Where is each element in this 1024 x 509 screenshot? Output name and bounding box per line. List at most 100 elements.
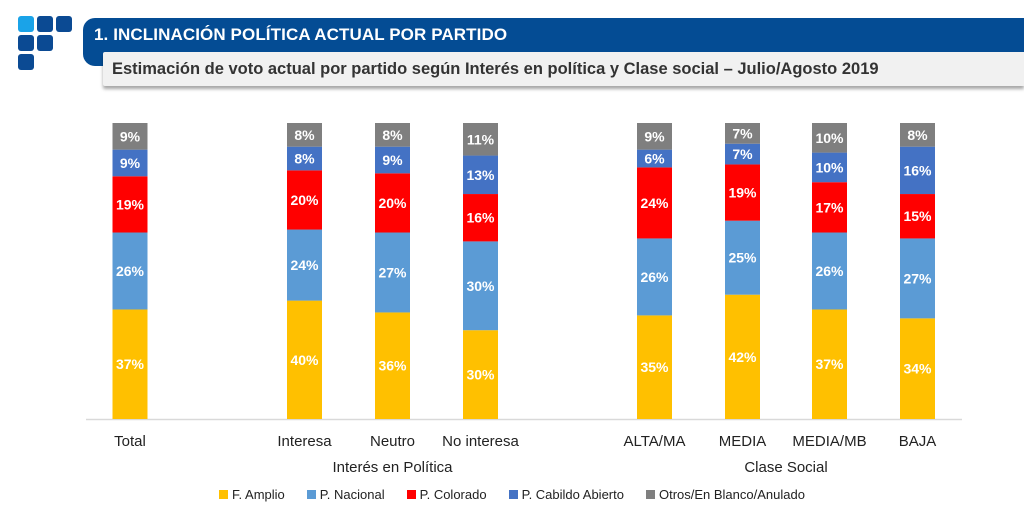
data-label: 26% — [116, 263, 145, 279]
data-label: 13% — [466, 167, 495, 183]
group-label-clase-social: Clase Social — [744, 459, 827, 476]
bar-segment-otros-en-blanco-anulado-interesa — [287, 123, 322, 147]
data-label: 40% — [290, 352, 319, 368]
data-label: 30% — [466, 367, 495, 383]
bar-segment-p-cabildo-abierto-alta-ma — [637, 149, 672, 168]
data-label: 10% — [815, 130, 844, 146]
bar-segment-p-colorado-total — [112, 176, 148, 233]
legend-swatch — [219, 490, 229, 499]
bar-segment-otros-en-blanco-anulado-no-interesa — [463, 123, 498, 156]
data-label: 9% — [382, 152, 403, 168]
category-label-no-interesa: No interesa — [442, 433, 519, 450]
data-label: 15% — [903, 208, 932, 224]
bar-segment-p-nacional-total — [112, 232, 148, 310]
data-label: 9% — [120, 128, 141, 144]
data-label: 8% — [294, 127, 315, 143]
bar-segment-p-nacional-no-interesa — [463, 241, 498, 331]
bar-segment-f-amplio-no-interesa — [463, 330, 498, 419]
legend-label: P. Cabildo Abierto — [521, 487, 624, 502]
data-label: 24% — [640, 195, 669, 211]
legend-swatch — [306, 490, 316, 499]
data-label: 8% — [907, 127, 928, 143]
legend-swatch — [508, 490, 518, 499]
legend-item-f-amplio: F. Amplio — [219, 487, 285, 502]
bar-segment-p-nacional-media-mb — [812, 232, 847, 310]
data-label: 7% — [732, 146, 753, 162]
bar-segment-p-colorado-interesa — [287, 170, 322, 230]
data-label: 34% — [903, 361, 932, 377]
data-label: 20% — [290, 192, 319, 208]
legend-item-p-nacional: P. Nacional — [306, 487, 385, 502]
bar-segment-p-cabildo-abierto-no-interesa — [463, 155, 498, 195]
bar-segment-otros-en-blanco-anulado-neutro — [375, 123, 410, 147]
bar-segment-p-nacional-neutro — [375, 232, 410, 313]
bar-segment-f-amplio-neutro — [375, 312, 410, 419]
data-label: 19% — [116, 196, 145, 212]
data-label: 8% — [294, 151, 315, 167]
data-label: 6% — [644, 151, 665, 167]
bar-segment-f-amplio-total — [112, 309, 148, 419]
bar-segment-p-cabildo-abierto-total — [112, 149, 148, 177]
data-label: 11% — [467, 131, 495, 147]
bar-segment-p-cabildo-abierto-neutro — [375, 146, 410, 174]
bar-segment-otros-en-blanco-anulado-media — [725, 123, 760, 144]
category-label-media: MEDIA — [719, 433, 767, 450]
category-label-interesa: Interesa — [277, 433, 332, 450]
bar-segment-f-amplio-media-mb — [812, 309, 847, 419]
data-label: 10% — [815, 159, 844, 175]
bar-segment-p-colorado-no-interesa — [463, 194, 498, 242]
bar-segment-p-colorado-media-mb — [812, 182, 847, 233]
category-label-media-mb: MEDIA/MB — [792, 433, 866, 450]
data-label: 27% — [903, 270, 932, 286]
bar-segment-f-amplio-baja — [900, 318, 935, 419]
data-label: 27% — [378, 264, 407, 280]
bar-segment-p-cabildo-abierto-baja — [900, 146, 935, 195]
data-label: 19% — [728, 185, 757, 201]
legend-item-p-colorado: P. Colorado — [406, 487, 487, 502]
chart-legend: F. Amplio P. Nacional P. Colorado P. Cabild… — [0, 487, 1024, 502]
bar-segment-p-cabildo-abierto-interesa — [287, 146, 322, 171]
legend-item-p-cabildo-abierto: P. Cabildo Abierto — [508, 487, 624, 502]
bar-segment-p-nacional-interesa — [287, 229, 322, 301]
bar-segment-p-colorado-media — [725, 164, 760, 221]
data-label: 25% — [728, 250, 757, 266]
data-label: 16% — [903, 162, 932, 178]
data-label: 37% — [815, 356, 844, 372]
data-label: 36% — [378, 358, 407, 374]
data-label: 26% — [815, 263, 844, 279]
data-label: 26% — [640, 269, 669, 285]
data-label: 9% — [120, 155, 141, 171]
data-label: 20% — [378, 195, 407, 211]
legend-label: P. Nacional — [319, 487, 385, 502]
legend-label: P. Colorado — [419, 487, 487, 502]
bar-segment-f-amplio-media — [725, 294, 760, 419]
group-label-inter-s-en-pol-tica: Interés en Política — [332, 459, 453, 476]
data-label: 17% — [815, 199, 844, 215]
data-label: 8% — [382, 127, 403, 143]
page-subtitle: Estimación de voto actual por partido se… — [112, 60, 879, 78]
bar-segment-p-cabildo-abierto-media — [725, 143, 760, 165]
bar-segment-otros-en-blanco-anulado-total — [112, 123, 148, 150]
bar-segment-p-cabildo-abierto-media-mb — [812, 152, 847, 183]
bar-segment-p-nacional-media — [725, 220, 760, 295]
page-title: 1. INCLINACIÓN POLÍTICA ACTUAL POR PARTI… — [94, 25, 508, 44]
brand-logo-icon — [18, 16, 72, 70]
bar-segment-p-nacional-baja — [900, 238, 935, 319]
category-label-baja: BAJA — [899, 433, 937, 450]
category-label-alta-ma: ALTA/MA — [624, 433, 686, 450]
bar-segment-otros-en-blanco-anulado-media-mb — [812, 123, 847, 153]
bar-segment-p-colorado-neutro — [375, 173, 410, 233]
legend-swatch — [406, 490, 416, 499]
bar-segment-p-nacional-alta-ma — [637, 238, 672, 316]
legend-item-otros-en-blanco-anulado: Otros/En Blanco/Anulado — [645, 487, 805, 502]
category-label-neutro: Neutro — [370, 433, 415, 450]
bar-segment-p-colorado-alta-ma — [637, 167, 672, 239]
subtitle-banner — [103, 52, 1024, 86]
data-label: 7% — [732, 125, 753, 141]
category-label-total: Total — [114, 433, 146, 450]
legend-label: F. Amplio — [232, 487, 285, 502]
bar-segment-f-amplio-alta-ma — [637, 315, 672, 419]
data-label: 35% — [640, 359, 669, 375]
data-label: 9% — [644, 128, 665, 144]
